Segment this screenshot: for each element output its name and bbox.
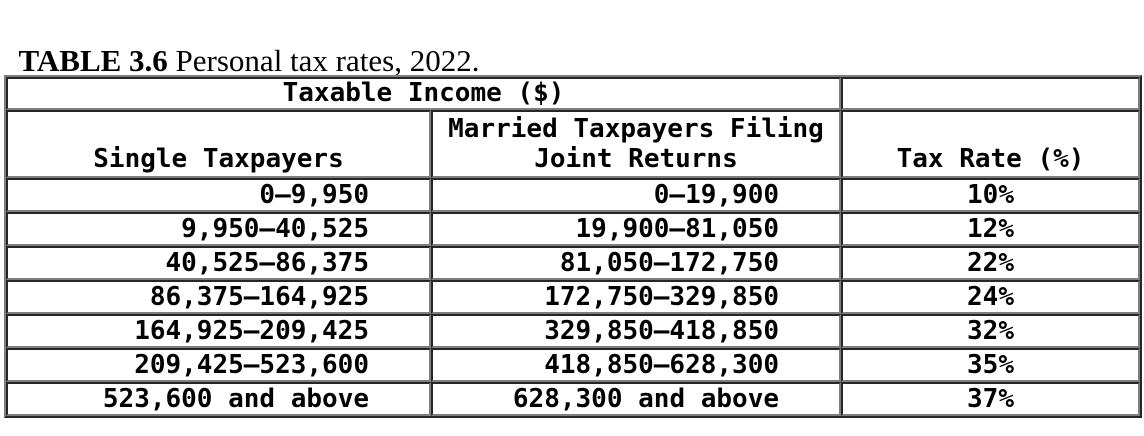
group-header-row: Taxable Income ($): [6, 77, 1141, 110]
tax-rate-value: 22%: [841, 246, 1141, 280]
married-income-range: 0–19,900: [431, 178, 842, 212]
married-income-range: 81,050–172,750: [431, 246, 842, 280]
single-income-range: 0–9,950: [6, 178, 431, 212]
table-row: 209,425–523,600 418,850–628,300 35%: [6, 348, 1141, 382]
column-header-row: Single Taxpayers Married Taxpayers Filin…: [6, 110, 1141, 178]
single-income-range: 86,375–164,925: [6, 280, 431, 314]
tax-rate-value: 37%: [841, 382, 1141, 416]
married-income-range: 628,300 and above: [431, 382, 842, 416]
table-row: 0–9,950 0–19,900 10%: [6, 178, 1141, 212]
single-income-range: 9,950–40,525: [6, 212, 431, 246]
tax-rate-value: 32%: [841, 314, 1141, 348]
group-header-empty-cell: [841, 77, 1141, 110]
single-income-range: 209,425–523,600: [6, 348, 431, 382]
group-header-taxable-income: Taxable Income ($): [6, 77, 842, 110]
married-income-range: 418,850–628,300: [431, 348, 842, 382]
column-header-single-taxpayers: Single Taxpayers: [6, 110, 431, 178]
single-income-range: 523,600 and above: [6, 382, 431, 416]
table-row: 40,525–86,375 81,050–172,750 22%: [6, 246, 1141, 280]
column-header-married-joint: Married Taxpayers Filing Joint Returns: [431, 110, 842, 178]
married-income-range: 172,750–329,850: [431, 280, 842, 314]
personal-tax-rates-table: Taxable Income ($) Single Taxpayers Marr…: [4, 75, 1143, 418]
table-caption-title: Personal tax rates, 2022.: [167, 43, 480, 79]
table-row: 164,925–209,425 329,850–418,850 32%: [6, 314, 1141, 348]
table-row: 523,600 and above 628,300 and above 37%: [6, 382, 1141, 416]
tax-rate-value: 12%: [841, 212, 1141, 246]
married-income-range: 19,900–81,050: [431, 212, 842, 246]
tax-rate-value: 24%: [841, 280, 1141, 314]
table-row: 9,950–40,525 19,900–81,050 12%: [6, 212, 1141, 246]
column-header-tax-rate: Tax Rate (%): [841, 110, 1141, 178]
single-income-range: 164,925–209,425: [6, 314, 431, 348]
table-row: 86,375–164,925 172,750–329,850 24%: [6, 280, 1141, 314]
tax-rate-value: 10%: [841, 178, 1141, 212]
single-income-range: 40,525–86,375: [6, 246, 431, 280]
table-caption-number: TABLE 3.6: [18, 43, 168, 79]
married-income-range: 329,850–418,850: [431, 314, 842, 348]
tax-rate-value: 35%: [841, 348, 1141, 382]
table-caption: TABLE 3.6 Personal tax rates, 2022.: [3, 5, 480, 79]
